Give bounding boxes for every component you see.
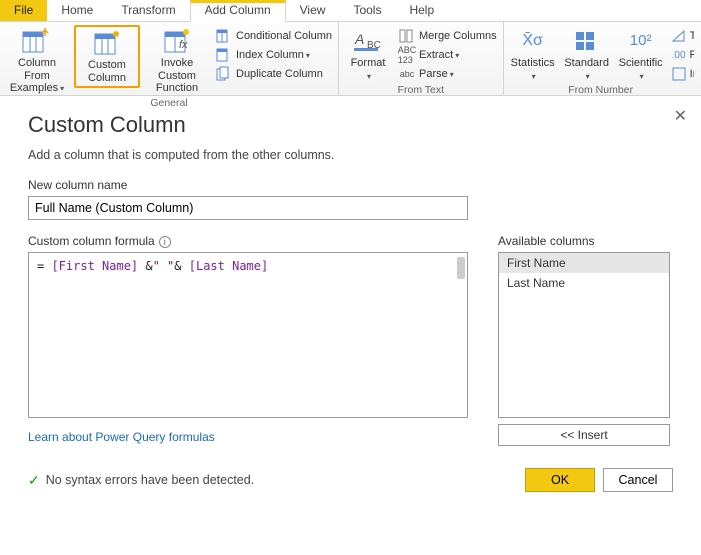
standard-label: Standard — [564, 57, 609, 82]
formula-section: Custom column formulai = [First Name] &"… — [28, 234, 468, 446]
custom-column-button[interactable]: Custom Column — [74, 25, 140, 88]
format-label: Format — [351, 57, 386, 82]
extract-button[interactable]: ABC123 Extract — [397, 46, 499, 64]
ribbon-group-from-number: X̄σ Statistics Standard 10² Scientific T… — [504, 22, 698, 95]
merge-columns-label: Merge Columns — [419, 30, 497, 42]
duplicate-column-button[interactable]: Duplicate Column — [214, 65, 334, 83]
information-label: Info — [690, 68, 694, 80]
merge-columns-button[interactable]: Merge Columns — [397, 27, 499, 45]
menu-tabs: File Home Transform Add Column View Tool… — [0, 0, 701, 22]
insert-button[interactable]: << Insert — [498, 424, 670, 446]
standard-button[interactable]: Standard — [562, 25, 612, 84]
dialog-title: Custom Column — [28, 112, 673, 138]
cancel-button[interactable]: Cancel — [603, 468, 673, 492]
statistics-button[interactable]: X̄σ Statistics — [508, 25, 558, 84]
dialog-footer: ✓ No syntax errors have been detected. O… — [28, 468, 673, 492]
custom-column-icon — [91, 29, 123, 57]
scientific-button[interactable]: 10² Scientific — [616, 25, 666, 84]
column-from-examples-icon — [21, 27, 53, 55]
status-message: ✓ No syntax errors have been detected. — [28, 472, 254, 489]
index-column-icon — [216, 47, 232, 63]
information-icon — [672, 66, 686, 82]
trigonometry-label: Trig — [690, 30, 694, 42]
custom-column-dialog: ✕ Custom Column Add a column that is com… — [0, 96, 701, 506]
ok-button[interactable]: OK — [525, 468, 595, 492]
ribbon-group-general: Column From Examples Custom Column fx In… — [0, 22, 339, 95]
column-from-examples-label: Column From Examples — [6, 57, 68, 95]
parse-button[interactable]: abc Parse — [397, 65, 499, 83]
svg-text:A: A — [354, 31, 364, 47]
information-button[interactable]: Info — [670, 65, 694, 83]
info-icon[interactable]: i — [159, 236, 171, 248]
available-columns-label: Available columns — [498, 234, 670, 248]
tab-home[interactable]: Home — [47, 0, 107, 21]
status-text: No syntax errors have been detected. — [46, 473, 254, 487]
tab-help[interactable]: Help — [395, 0, 448, 21]
available-column-item[interactable]: First Name — [499, 253, 669, 273]
parse-icon: abc — [399, 66, 415, 82]
invoke-custom-function-icon: fx — [161, 27, 193, 55]
available-column-item[interactable]: Last Name — [499, 273, 669, 293]
scrollbar-thumb[interactable] — [457, 257, 465, 279]
parse-label: Parse — [419, 68, 454, 80]
tab-transform[interactable]: Transform — [107, 0, 189, 21]
statistics-label: Statistics — [511, 57, 555, 82]
trigonometry-button[interactable]: Trig — [670, 27, 694, 45]
tab-tools[interactable]: Tools — [339, 0, 395, 21]
duplicate-column-label: Duplicate Column — [236, 68, 323, 80]
scientific-label: Scientific — [619, 57, 663, 82]
available-columns-section: Available columns First Name Last Name <… — [498, 234, 670, 446]
tab-add-column[interactable]: Add Column — [190, 0, 286, 22]
extract-label: Extract — [419, 49, 459, 61]
statistics-icon: X̄σ — [517, 27, 549, 55]
trigonometry-icon — [672, 28, 686, 44]
dialog-subtitle: Add a column that is computed from the o… — [28, 148, 673, 162]
duplicate-column-icon — [216, 66, 232, 82]
format-icon: ABC — [352, 27, 384, 55]
format-button[interactable]: ABC Format — [343, 25, 393, 84]
ribbon-group-from-text: ABC Format Merge Columns ABC123 Extract … — [339, 22, 504, 95]
tab-file[interactable]: File — [0, 0, 47, 21]
formula-input[interactable]: = [First Name] &" "& [Last Name] — [28, 252, 468, 418]
merge-columns-icon — [399, 28, 415, 44]
formula-label: Custom column formulai — [28, 234, 468, 248]
new-column-name-input[interactable] — [28, 196, 468, 220]
extract-icon: ABC123 — [399, 47, 415, 63]
invoke-custom-function-label: Invoke Custom Function — [146, 57, 208, 95]
conditional-column-label: Conditional Column — [236, 30, 332, 42]
conditional-column-icon — [216, 28, 232, 44]
scientific-icon: 10² — [625, 27, 657, 55]
rounding-label: Rou — [690, 49, 694, 61]
invoke-custom-function-button[interactable]: fx Invoke Custom Function — [144, 25, 210, 97]
check-icon: ✓ — [28, 472, 40, 489]
close-icon[interactable]: ✕ — [674, 106, 687, 126]
tab-view[interactable]: View — [286, 0, 340, 21]
rounding-button[interactable]: .00 Rou — [670, 46, 694, 64]
index-column-label: Index Column — [236, 49, 310, 61]
svg-text:fx: fx — [179, 39, 188, 51]
new-column-name-label: New column name — [28, 178, 673, 192]
column-from-examples-button[interactable]: Column From Examples — [4, 25, 70, 97]
custom-column-label: Custom Column — [78, 59, 136, 84]
learn-link[interactable]: Learn about Power Query formulas — [28, 430, 215, 444]
available-columns-list: First Name Last Name — [498, 252, 670, 418]
rounding-icon: .00 — [672, 47, 686, 63]
standard-icon — [571, 27, 603, 55]
ribbon: Column From Examples Custom Column fx In… — [0, 22, 701, 96]
index-column-button[interactable]: Index Column — [214, 46, 334, 64]
conditional-column-button[interactable]: Conditional Column — [214, 27, 334, 45]
